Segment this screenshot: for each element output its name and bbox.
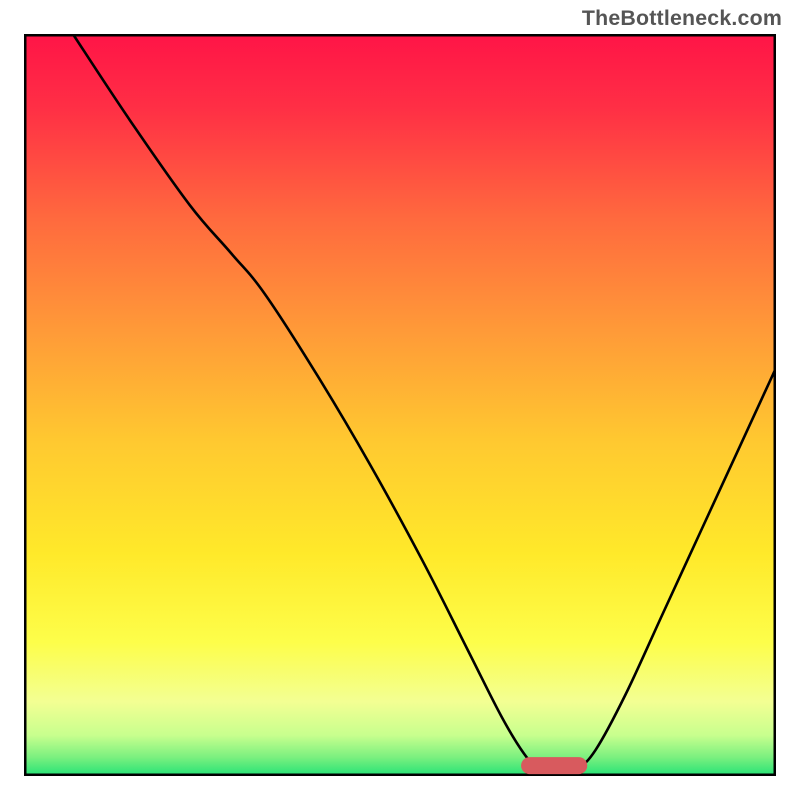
plot-svg <box>24 34 776 776</box>
min-marker <box>521 757 587 774</box>
gradient-background <box>24 34 776 776</box>
chart-container: TheBottleneck.com <box>0 0 800 800</box>
plot-area <box>24 34 776 776</box>
watermark-text: TheBottleneck.com <box>582 6 782 31</box>
